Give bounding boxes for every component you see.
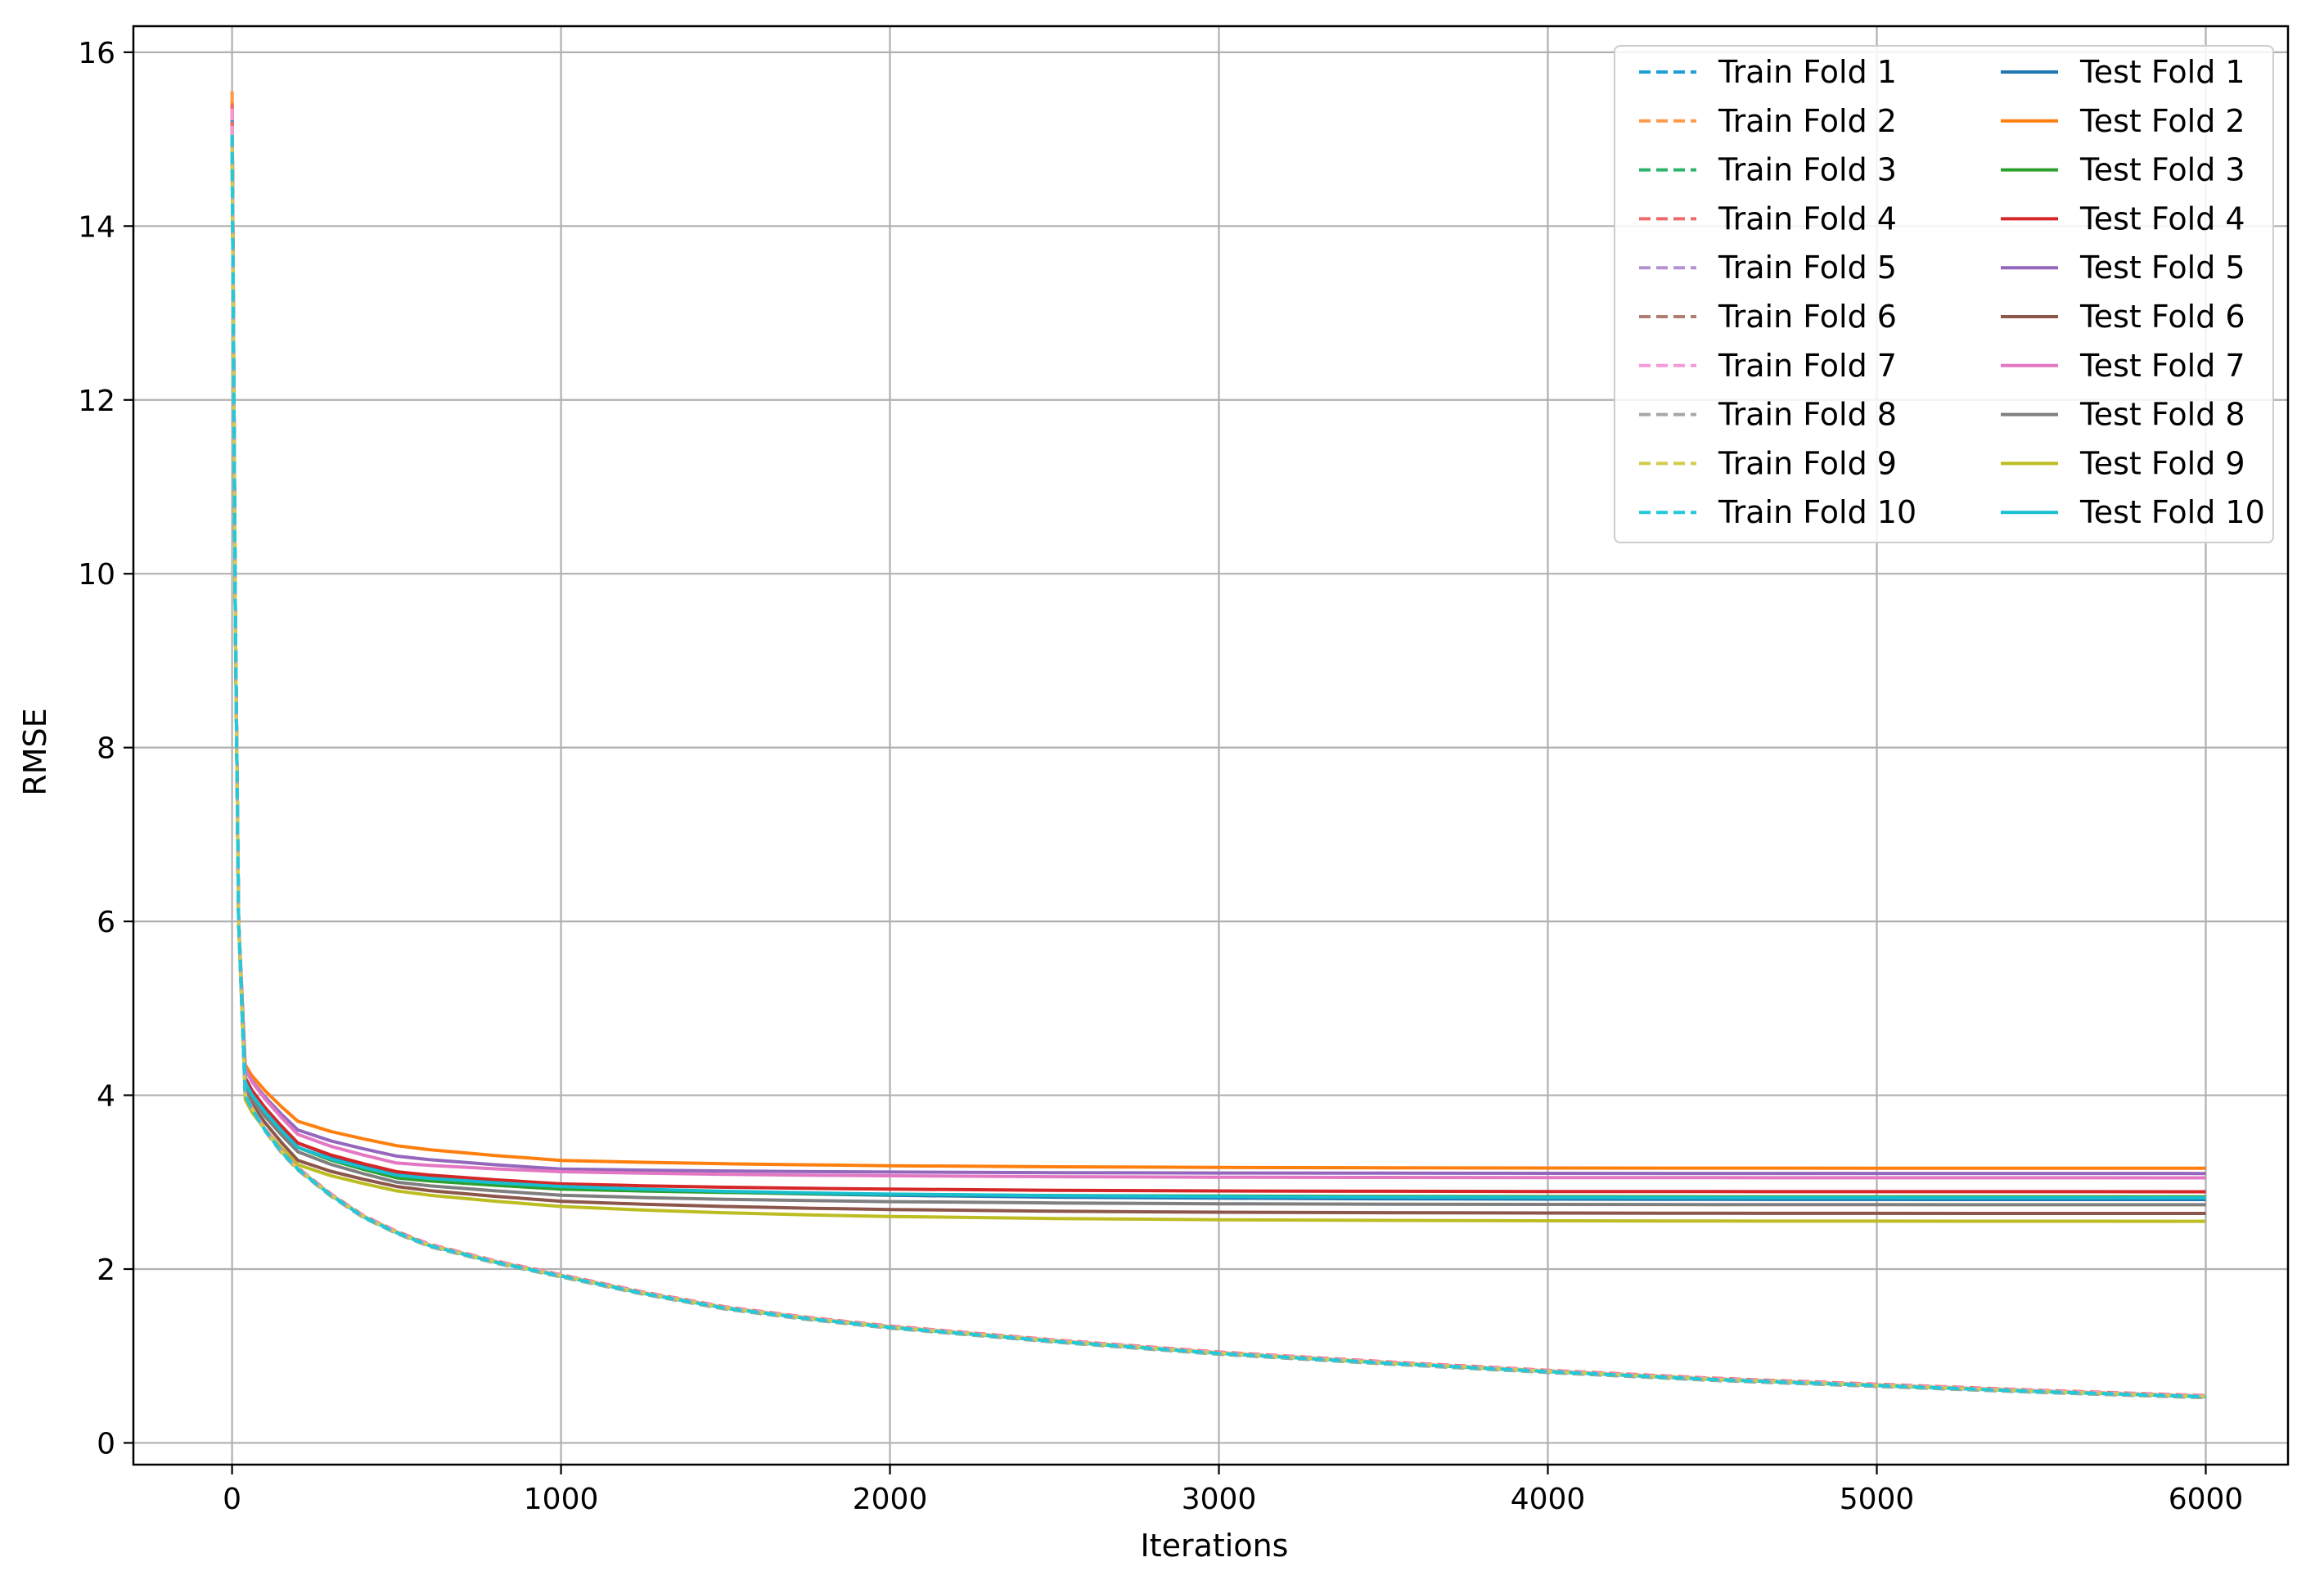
x-tick-label: 3000	[1182, 1483, 1257, 1516]
legend-label: Test Fold 6	[2079, 299, 2245, 335]
legend-label: Test Fold 7	[2079, 348, 2245, 384]
legend-label: Train Fold 2	[1718, 103, 1897, 139]
legend-label: Train Fold 5	[1718, 250, 1897, 286]
y-tick-label: 4	[97, 1080, 115, 1114]
legend-label: Test Fold 3	[2079, 152, 2245, 188]
x-axis-title: Iterations	[1141, 1528, 1289, 1564]
legend-label: Train Fold 8	[1718, 397, 1897, 433]
y-axis-title: RMSE	[17, 708, 53, 795]
legend-label: Test Fold 1	[2079, 54, 2245, 90]
y-tick-label: 10	[78, 558, 115, 592]
legend-box	[1614, 45, 2274, 543]
x-tick-label: 1000	[524, 1483, 599, 1516]
x-tick-label: 4000	[1511, 1483, 1586, 1516]
y-tick-label: 0	[97, 1427, 115, 1461]
x-tick-label: 0	[223, 1483, 241, 1516]
y-tick-label: 8	[97, 732, 115, 766]
legend-label: Train Fold 7	[1718, 348, 1897, 384]
plot-frame	[132, 25, 2290, 1466]
legend-label: Train Fold 9	[1718, 445, 1897, 481]
legend-label: Test Fold 9	[2079, 445, 2245, 481]
axis-ticks: 0 1000 2000 3000 4000 5000 6000 0 2 4 6 8 10 12 14 16	[78, 37, 2243, 1516]
y-tick-label: 14	[78, 210, 115, 244]
series-lines	[230, 91, 2206, 1400]
y-tick-label: 2	[97, 1254, 115, 1287]
legend-label: Test Fold 8	[2079, 397, 2245, 433]
y-tick-label: 16	[78, 37, 115, 70]
test-fold-10-line	[230, 134, 2206, 1200]
test-fold-7-line	[230, 108, 2206, 1180]
legend-label: Train Fold 3	[1718, 152, 1897, 188]
x-tick-label: 2000	[853, 1483, 928, 1516]
x-tick-label: 6000	[2169, 1483, 2244, 1516]
y-tick-label: 6	[97, 906, 115, 939]
y-tick-label: 12	[78, 385, 115, 418]
x-tick-label: 5000	[1840, 1483, 1915, 1516]
legend-label: Train Fold 4	[1718, 200, 1897, 236]
legend-label: Train Fold 1	[1718, 54, 1897, 90]
legend-label: Test Fold 4	[2079, 200, 2245, 236]
test-fold-4-line	[230, 104, 2206, 1194]
legend-label: Test Fold 2	[2079, 103, 2245, 139]
legend-label: Train Fold 6	[1718, 299, 1897, 335]
legend-label: Test Fold 5	[2079, 250, 2245, 286]
legend: Train Fold 1 Train Fold 2 Train Fold 3 Trai…	[1614, 45, 2274, 543]
test-fold-2-line	[230, 91, 2206, 1170]
legend-label: Test Fold 10	[2079, 494, 2265, 530]
test-fold-6-line	[230, 139, 2206, 1215]
legend-label: Train Fold 10	[1718, 494, 1916, 530]
test-fold-8-line	[230, 139, 2206, 1207]
train-fold-10-line	[230, 134, 2206, 1399]
